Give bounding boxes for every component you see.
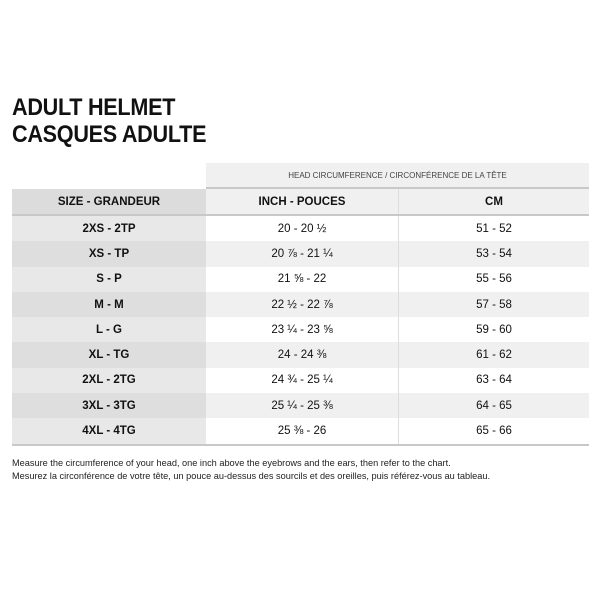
cm-cell: 57 - 58 bbox=[399, 291, 589, 318]
table-row: 4XL - 4TG 25 ⅜ - 26 65 - 66 bbox=[12, 418, 589, 444]
page-title: ADULT HELMET CASQUES ADULTE bbox=[12, 94, 207, 148]
inch-cell: 22 ½ - 22 ⅞ bbox=[206, 291, 399, 318]
table-row: XL - TG 24 - 24 ⅜ 61 - 62 bbox=[12, 342, 589, 368]
table-bottom-border bbox=[12, 443, 589, 446]
header-size: SIZE - GRANDEUR bbox=[12, 189, 206, 214]
size-cell: XL - TG bbox=[12, 342, 206, 368]
table-row: 2XL - 2TG 24 ¾ - 25 ¼ 63 - 64 bbox=[12, 367, 589, 394]
inch-cell: 25 ¼ - 25 ⅜ bbox=[206, 393, 399, 419]
inch-cell: 25 ⅜ - 26 bbox=[206, 418, 399, 444]
header-cm: CM bbox=[399, 189, 589, 214]
table-row: XS - TP 20 ⅞ - 21 ¼ 53 - 54 bbox=[12, 241, 589, 267]
title-english: ADULT HELMET bbox=[12, 94, 176, 121]
inch-cell: 20 - 20 ½ bbox=[206, 216, 399, 242]
size-chart-table: HEAD CIRCUMFERENCE / CIRCONFÉRENCE DE LA… bbox=[12, 163, 589, 446]
inch-cell: 24 - 24 ⅜ bbox=[206, 342, 399, 368]
cm-cell: 55 - 56 bbox=[476, 273, 512, 286]
table-row: L - G 23 ¼ - 23 ⅝ 59 - 60 bbox=[12, 317, 589, 343]
size-cell: 3XL - 3TG bbox=[12, 393, 206, 419]
column-header-row: SIZE - GRANDEUR INCH - POUCES CM bbox=[12, 189, 589, 216]
note-english: Measure the circumference of your head, … bbox=[12, 458, 451, 468]
cm-cell: 61 - 62 bbox=[399, 342, 589, 368]
note-french: Mesurez la circonférence de votre tête, … bbox=[12, 470, 491, 481]
size-cell: S - P bbox=[12, 266, 206, 292]
cm-cell: 65 - 66 bbox=[476, 425, 512, 438]
size-cell: 4XL - 4TG bbox=[12, 418, 206, 444]
size-cell: XS - TP bbox=[12, 241, 206, 267]
size-cell: 2XS - 2TP bbox=[12, 216, 206, 242]
title-french: CASQUES ADULTE bbox=[12, 121, 207, 148]
header-inch: INCH - POUCES bbox=[206, 189, 399, 214]
cm-cell: 53 - 54 bbox=[399, 241, 589, 267]
table-row: S - P 21 ⅝ - 22 55 - 56 bbox=[12, 266, 589, 292]
cm-cell: 63 - 64 bbox=[476, 374, 512, 387]
size-cell: L - G bbox=[12, 317, 206, 343]
inch-cell: 23 ¼ - 23 ⅝ bbox=[206, 317, 399, 343]
inch-cell: 20 ⅞ - 21 ¼ bbox=[206, 241, 399, 267]
table-row: 3XL - 3TG 25 ¼ - 25 ⅜ 64 - 65 bbox=[12, 393, 589, 419]
head-circumference-header: HEAD CIRCUMFERENCE / CIRCONFÉRENCE DE LA… bbox=[206, 163, 589, 189]
measurement-note: Measure the circumference of your head, … bbox=[12, 457, 490, 482]
inch-cell: 21 ⅝ - 22 bbox=[206, 266, 399, 292]
cm-cell: 51 - 52 bbox=[476, 222, 512, 235]
inch-cell: 24 ¾ - 25 ¼ bbox=[206, 367, 399, 394]
size-cell: M - M bbox=[12, 291, 206, 318]
table-row: M - M 22 ½ - 22 ⅞ 57 - 58 bbox=[12, 291, 589, 318]
size-cell: 2XL - 2TG bbox=[12, 367, 206, 394]
cm-cell: 59 - 60 bbox=[476, 323, 512, 336]
table-row: 2XS - 2TP 20 - 20 ½ 51 - 52 bbox=[12, 216, 589, 242]
cm-cell: 64 - 65 bbox=[399, 393, 589, 419]
